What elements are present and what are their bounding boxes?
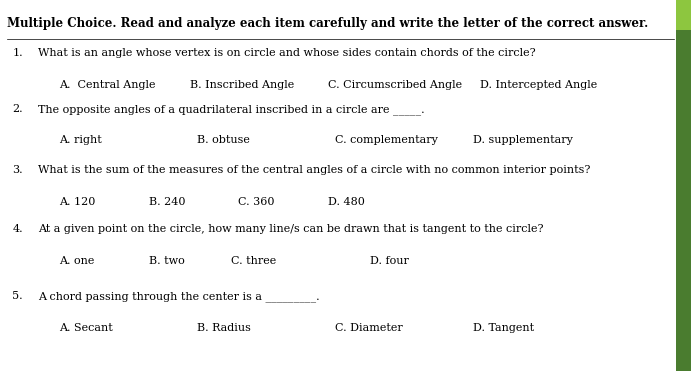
Text: C. complementary: C. complementary [335, 135, 438, 145]
Text: D. 480: D. 480 [328, 197, 365, 207]
Text: What is an angle whose vertex is on circle and whose sides contain chords of the: What is an angle whose vertex is on circ… [38, 48, 536, 58]
FancyBboxPatch shape [676, 0, 691, 30]
Text: C. Diameter: C. Diameter [335, 323, 403, 333]
Text: 4.: 4. [12, 224, 23, 234]
Text: D. Intercepted Angle: D. Intercepted Angle [480, 80, 598, 90]
Text: The opposite angles of a quadrilateral inscribed in a circle are _____.: The opposite angles of a quadrilateral i… [38, 104, 425, 115]
Text: 5.: 5. [12, 291, 23, 301]
Text: 1.: 1. [12, 48, 23, 58]
Text: 3.: 3. [12, 165, 23, 175]
Text: B. Radius: B. Radius [197, 323, 251, 333]
Text: D. four: D. four [370, 256, 408, 266]
FancyBboxPatch shape [676, 0, 691, 371]
Text: 2.: 2. [12, 104, 23, 114]
Text: A. one: A. one [59, 256, 94, 266]
Text: A. right: A. right [59, 135, 102, 145]
Text: Multiple Choice. Read and analyze each item carefully and write the letter of th: Multiple Choice. Read and analyze each i… [7, 17, 648, 30]
Text: What is the sum of the measures of the central angles of a circle with no common: What is the sum of the measures of the c… [38, 165, 590, 175]
Text: At a given point on the circle, how many line/s can be drawn that is tangent to : At a given point on the circle, how many… [38, 224, 544, 234]
Text: A. 120: A. 120 [59, 197, 95, 207]
Text: C. Circumscribed Angle: C. Circumscribed Angle [328, 80, 462, 90]
Text: B. Inscribed Angle: B. Inscribed Angle [190, 80, 294, 90]
Text: B. obtuse: B. obtuse [197, 135, 250, 145]
Text: D. supplementary: D. supplementary [473, 135, 574, 145]
Text: A chord passing through the center is a _________.: A chord passing through the center is a … [38, 291, 320, 302]
Text: A.  Central Angle: A. Central Angle [59, 80, 155, 90]
Text: C. three: C. three [231, 256, 276, 266]
Text: B. two: B. two [149, 256, 184, 266]
Text: A. Secant: A. Secant [59, 323, 113, 333]
Text: D. Tangent: D. Tangent [473, 323, 534, 333]
Text: B. 240: B. 240 [149, 197, 185, 207]
Text: C. 360: C. 360 [238, 197, 275, 207]
